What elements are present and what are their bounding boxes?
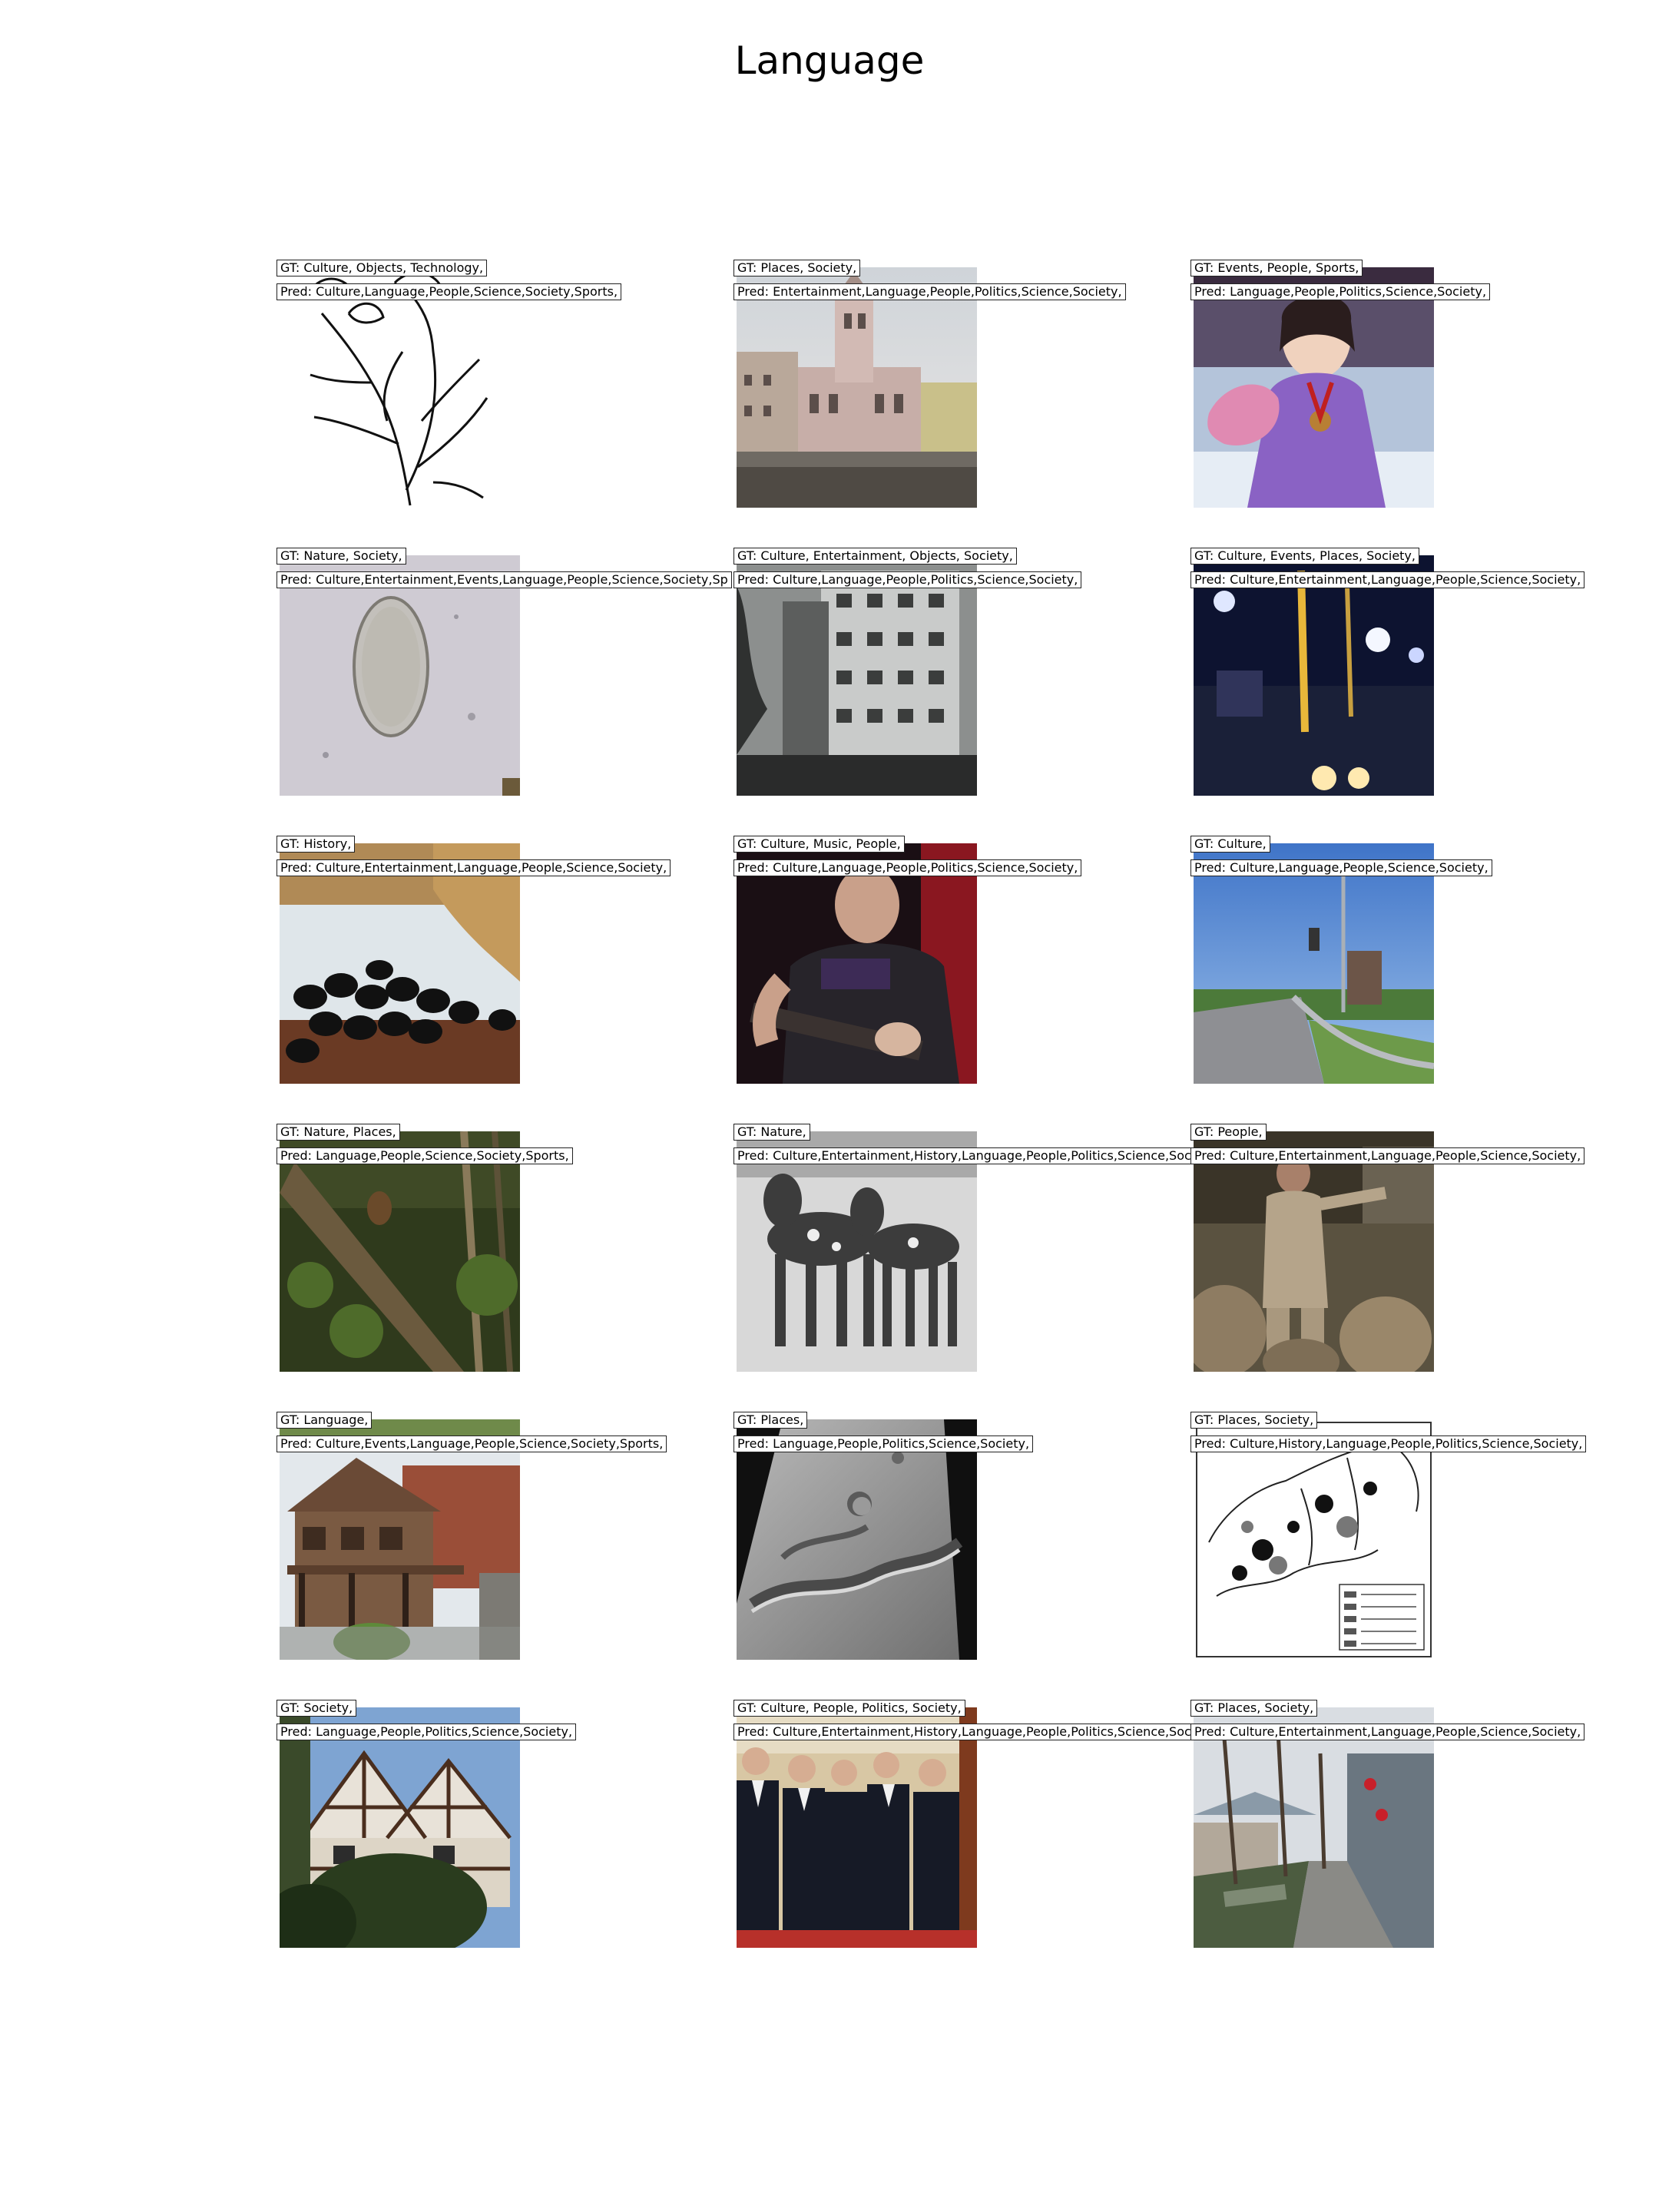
gt-label: GT: Events, People, Sports, <box>1190 260 1363 276</box>
pred-label: Pred: Language,People,Politics,Science,S… <box>276 1724 577 1740</box>
men-in-suits-image <box>737 1707 977 1948</box>
gt-label: GT: Language, <box>276 1412 373 1429</box>
canal-street-image <box>1194 1707 1434 1948</box>
pred-label: Pred: Culture,Events,Language,People,Sci… <box>276 1435 667 1452</box>
plant-drawing-image <box>280 267 520 508</box>
gt-label: GT: History, <box>276 836 356 853</box>
pred-label: Pred: Culture,Entertainment,Language,Peo… <box>1190 571 1585 588</box>
road-tower-image <box>1194 843 1434 1084</box>
pred-label: Pred: Culture,Entertainment,Language,Peo… <box>1190 1724 1585 1740</box>
gt-label: GT: Nature, Places, <box>276 1124 400 1141</box>
pred-label: Pred: Culture,Entertainment,Language,Peo… <box>1190 1147 1585 1164</box>
church-image <box>737 267 977 508</box>
wooden-house-image <box>280 1419 520 1660</box>
skater-image <box>1194 267 1434 508</box>
soldier-image <box>1194 1131 1434 1372</box>
forest-bird-image <box>280 1131 520 1372</box>
gt-label: GT: Places, Society, <box>733 260 861 276</box>
gt-label: GT: Places, Society, <box>1190 1700 1318 1717</box>
pred-label: Pred: Culture,Entertainment,Events,Langu… <box>276 571 732 588</box>
old-building-image <box>737 555 977 796</box>
pred-label: Pred: Culture,Language,People,Politics,S… <box>733 859 1082 876</box>
gt-label: GT: Nature, <box>733 1124 810 1141</box>
pred-label: Pred: Language,People,Politics,Science,S… <box>733 1435 1034 1452</box>
gt-label: GT: Culture, <box>1190 836 1270 853</box>
birds-water-image <box>280 843 520 1084</box>
gt-label: GT: Nature, Society, <box>276 548 406 565</box>
gt-label: GT: Culture, Events, Places, Society, <box>1190 548 1419 565</box>
pred-label: Pred: Culture,Entertainment,Language,Peo… <box>276 859 671 876</box>
pred-label: Pred: Culture,Language,People,Science,So… <box>276 283 622 300</box>
gt-label: GT: Culture, People, Politics, Society, <box>733 1700 965 1717</box>
guitarist-image <box>737 843 977 1084</box>
two-dogs-image <box>737 1131 977 1372</box>
pred-label: Pred: Entertainment,Language,People,Poli… <box>733 283 1126 300</box>
gt-label: GT: Culture, Music, People, <box>733 836 905 853</box>
gt-label: GT: Culture, Entertainment, Objects, Soc… <box>733 548 1017 565</box>
microscope-cell-image <box>280 555 520 796</box>
gt-label: GT: Places, <box>733 1412 808 1429</box>
tudor-house-image <box>280 1707 520 1948</box>
pred-label: Pred: Culture,Entertainment,History,Lang… <box>733 1724 1195 1740</box>
europe-map-image <box>1194 1419 1434 1660</box>
night-street-image <box>1194 555 1434 796</box>
pred-label: Pred: Culture,Language,People,Science,So… <box>1190 859 1492 876</box>
gt-label: GT: People, <box>1190 1124 1267 1141</box>
crater-surface-image <box>737 1419 977 1660</box>
gt-label: GT: Society, <box>276 1700 357 1717</box>
pred-label: Pred: Language,People,Science,Society,Sp… <box>276 1147 573 1164</box>
pred-label: Pred: Culture,History,Language,People,Po… <box>1190 1435 1587 1452</box>
gt-label: GT: Culture, Objects, Technology, <box>276 260 488 276</box>
page-title: Language <box>734 38 925 83</box>
pred-label: Pred: Language,People,Politics,Science,S… <box>1190 283 1491 300</box>
gt-label: GT: Places, Society, <box>1190 1412 1318 1429</box>
pred-label: Pred: Culture,Language,People,Politics,S… <box>733 571 1082 588</box>
pred-label: Pred: Culture,Entertainment,History,Lang… <box>733 1147 1195 1164</box>
